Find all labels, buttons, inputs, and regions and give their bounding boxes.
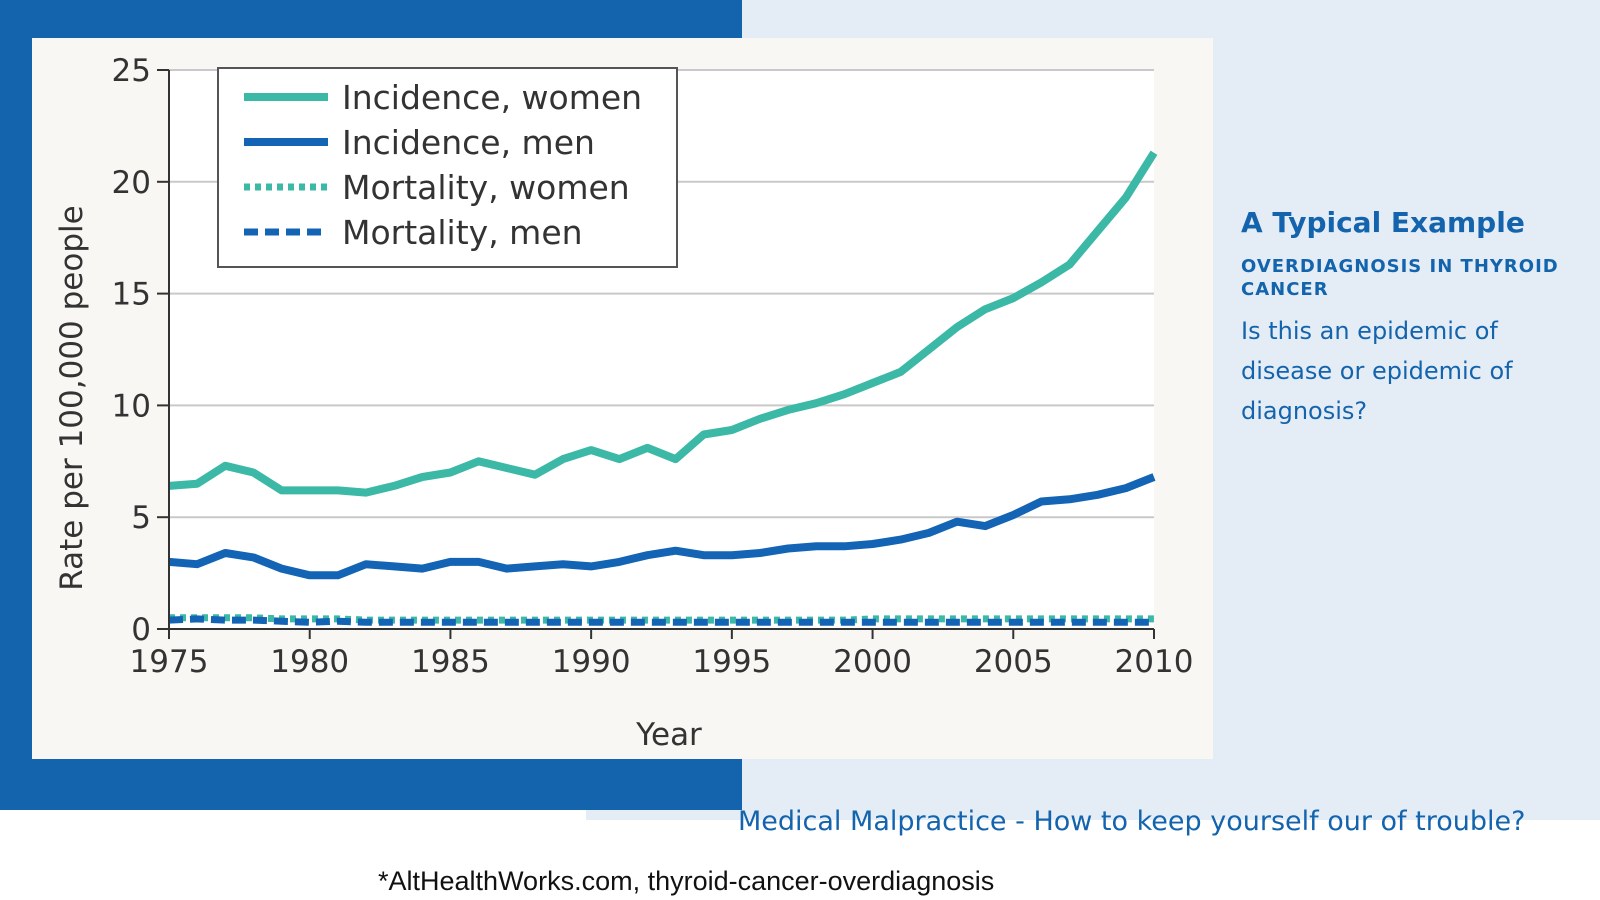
source-footnote: *AltHealthWorks.com, thyroid-cancer-over… [378,866,995,896]
slide-subtitle: OVERDIAGNOSIS IN THYROID CANCER [1241,256,1559,300]
x-tick-label: 2005 [974,644,1053,680]
x-tick-label: 1990 [552,644,631,680]
footer-title: Medical Malpractice - How to keep yourse… [738,806,1526,837]
legend-label: Mortality, women [342,168,630,207]
series-line-mortality-men [168,615,1154,626]
side-panel: A Typical Example OVERDIAGNOSIS IN THYRO… [1241,206,1571,431]
x-tick-label: 1995 [692,644,771,680]
series-line-incidence-men [168,473,1156,580]
x-tick-label: 2010 [1115,644,1194,680]
x-axis-label: Year [635,717,702,753]
y-tick-label: 10 [112,388,151,424]
x-tick-label: 2000 [833,644,912,680]
legend: Incidence, women Incidence, men Mortality,… [217,67,678,268]
y-tick-label: 20 [112,165,151,201]
slide-title: A Typical Example [1241,206,1525,239]
x-tick-label: 1985 [411,644,490,680]
legend-label: Incidence, men [342,123,595,162]
y-tick-label: 0 [131,612,151,648]
x-tick-label: 1980 [270,644,349,680]
x-tick-label: 1975 [130,644,209,680]
series-line-incidence-women [168,150,1158,497]
legend-label: Incidence, women [342,78,642,117]
axes: 0 5 10 15 20 25 1975 1980 1985 1990 1995 2000 2005 20… [112,53,1194,680]
series-lines [168,150,1158,626]
y-axis-label: Rate per 100,000 people [54,205,90,590]
slide-question: Is this an epidemic of disease or epidem… [1241,317,1513,425]
y-tick-label: 25 [112,53,151,89]
y-tick-label: 5 [131,500,151,536]
y-tick-label: 15 [112,277,151,313]
chart-card: 0 5 10 15 20 25 1975 1980 1985 1990 1995 2000 2005 20… [32,38,1213,759]
thyroid-cancer-line-chart: 0 5 10 15 20 25 1975 1980 1985 1990 1995 2000 2005 20… [54,53,1194,753]
legend-label: Mortality, men [342,213,583,252]
